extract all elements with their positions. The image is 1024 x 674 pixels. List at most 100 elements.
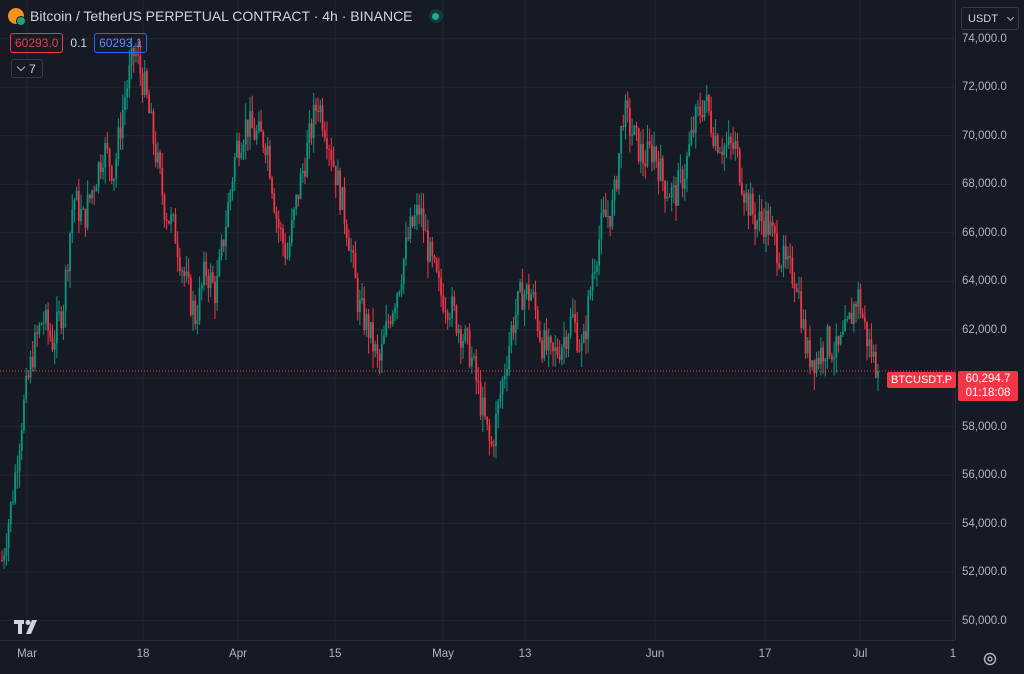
candle-body [648,141,651,145]
candle-body [795,288,798,292]
candle-body [560,347,563,360]
candle-body [563,337,565,348]
candle-body [683,178,686,189]
candle-body [844,319,846,332]
candle-body [306,143,309,177]
candle-body [394,307,396,314]
indicators-toggle-button[interactable]: 7 [11,59,43,78]
candle-body [650,144,653,163]
candle-body [866,321,868,347]
candle-body [207,275,210,289]
candle-body [459,329,462,348]
candle-body [501,379,504,395]
candlestick-chart[interactable] [0,0,955,640]
time-scale[interactable] [0,640,955,674]
candle-body [745,192,748,203]
candle-body [547,336,550,351]
time-axis-label: Apr [229,648,247,660]
candle-body [545,330,548,351]
candle-body [769,221,772,235]
candle-body [369,322,372,339]
time-axis-label: 1 [949,648,957,660]
plot-area[interactable] [0,0,955,640]
buy-price-button[interactable]: 60293.1 [94,33,148,53]
candle-body [675,185,677,206]
tradingview-logo[interactable] [14,620,42,639]
price-scale[interactable] [955,0,1024,640]
candle-body [828,326,831,356]
sell-price-button[interactable]: 60293.0 [10,33,64,53]
candle-body [778,263,781,268]
candle-body [462,340,464,348]
candle-body [102,167,104,173]
candle-body [620,125,623,154]
candle-body [104,142,107,168]
candle-body [374,344,377,352]
chart-title[interactable]: Bitcoin / TetherUS PERPETUAL CONTRACT · … [30,8,413,24]
candle-body [582,331,585,343]
candle-body [367,314,370,339]
candle-body [385,321,388,336]
candle-body [161,168,164,196]
candle-body [135,54,137,57]
candle-body [470,357,473,367]
candle-body [163,195,166,220]
candle-body [710,111,713,133]
candle-body [644,163,647,167]
price-axis-label: 74,000.0 [962,32,1007,45]
candle-body [528,284,530,301]
candle-body [332,160,335,166]
candle-body [611,200,614,227]
candle-body [36,332,39,335]
candle-body [266,145,269,155]
candle-body [543,330,546,359]
price-axis-label: 64,000.0 [962,275,1007,288]
candle-body [321,105,324,131]
candle-body [192,300,194,315]
currency-select[interactable]: USDT [961,7,1019,30]
candle-body [618,153,620,190]
candle-body [352,250,355,253]
candle-body [91,190,93,199]
candle-body [554,347,557,352]
candle-body [62,311,65,329]
candle-body [198,288,201,321]
candle-body [578,350,581,352]
candle-body [596,265,598,272]
candle-body [574,314,576,323]
candle-body [69,233,71,272]
candle-body [361,298,363,300]
candle-body [855,304,857,307]
candle-body [424,230,427,232]
candle-body [279,227,282,229]
candle-body [185,271,188,277]
price-axis-label: 54,000.0 [962,517,1007,530]
candle-body [593,271,596,274]
candle-body [697,106,699,108]
gear-icon[interactable] [982,651,998,667]
candle-body [77,190,80,222]
candle-body [297,194,300,199]
candle-body [602,209,605,214]
candle-body [220,239,223,257]
candle-body [402,259,405,284]
price-axis-label: 70,000.0 [962,129,1007,142]
market-open-dot-icon [428,9,443,23]
candle-body [822,347,825,362]
candle-body [150,111,153,114]
candle-body [479,382,482,416]
candle-body [497,401,500,414]
candle-body [736,141,739,149]
candle-body [725,144,728,147]
candle-body [106,142,109,149]
candle-body [165,219,168,221]
price-axis-label: 72,000.0 [962,81,1007,94]
candle-body [183,270,186,277]
candle-body [365,314,368,331]
candle-body [637,127,640,162]
candle-body [312,104,315,139]
candle-body [776,233,778,264]
candle-body [488,424,491,441]
candle-body [42,322,45,324]
